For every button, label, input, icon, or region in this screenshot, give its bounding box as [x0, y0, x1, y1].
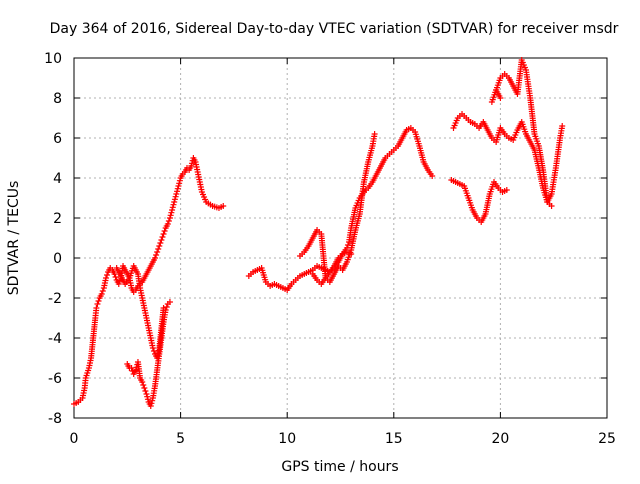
data-point — [144, 393, 151, 400]
data-point — [167, 212, 174, 219]
data-point — [169, 207, 176, 213]
data-point — [149, 397, 156, 404]
data-point — [155, 246, 162, 252]
data-point — [144, 396, 151, 403]
y-tick-label: -8 — [48, 411, 62, 427]
data-point — [497, 95, 504, 101]
y-tick-label: -6 — [48, 371, 62, 387]
x-tick-label: 20 — [491, 431, 509, 447]
data-point — [172, 193, 179, 200]
data-point — [98, 291, 105, 297]
data-point — [188, 160, 195, 167]
data-point — [102, 275, 109, 281]
data-point — [174, 188, 181, 195]
data-point — [371, 131, 378, 137]
data-point — [171, 196, 178, 203]
data-point — [147, 403, 154, 409]
y-tick-label: -2 — [48, 291, 62, 307]
data-point — [162, 307, 169, 313]
y-axis-label: SDTVAR / TECUs — [6, 181, 22, 296]
y-tick-label: 6 — [53, 131, 62, 147]
data-point — [173, 191, 180, 197]
data-point — [429, 173, 436, 179]
x-tick-label: 10 — [278, 431, 296, 447]
data-point — [165, 218, 172, 224]
data-point — [176, 177, 183, 184]
data-point — [166, 215, 173, 221]
data-point — [143, 391, 150, 397]
data-point — [168, 209, 175, 216]
x-tick-label: 5 — [176, 431, 185, 447]
data-point — [111, 271, 118, 277]
y-tick-label: 8 — [53, 91, 62, 107]
data-point — [115, 281, 122, 287]
data-point — [188, 163, 195, 169]
data-point — [503, 187, 510, 193]
data-point — [220, 203, 227, 209]
x-tick-label: 25 — [598, 431, 616, 447]
data-point — [175, 183, 182, 189]
data-point — [141, 385, 148, 391]
data-point — [139, 379, 146, 385]
axis-ticks: 0 5 10 15 20 25 -8 -6 -4 -2 0 2 4 6 8 10 — [44, 51, 616, 447]
data-point — [166, 299, 173, 305]
y-tick-label: -4 — [48, 331, 62, 347]
y-tick-label: 10 — [44, 51, 62, 67]
data-point — [559, 123, 566, 129]
data-point — [154, 249, 161, 255]
data-point — [158, 237, 165, 243]
data-point — [99, 288, 106, 294]
data-point — [140, 382, 147, 388]
data-point — [348, 251, 355, 257]
data-point — [148, 400, 155, 407]
data-point — [153, 252, 160, 258]
data-point — [156, 243, 163, 249]
y-tick-label: 2 — [53, 211, 62, 227]
data-point — [548, 203, 555, 209]
data-point — [94, 301, 101, 307]
data-point — [93, 305, 100, 311]
plot-frame — [73, 57, 608, 419]
data-point — [160, 231, 167, 237]
data-point — [171, 199, 178, 205]
data-point — [170, 201, 177, 208]
data-point — [132, 367, 139, 373]
data-point — [163, 304, 170, 310]
data-point — [95, 298, 102, 304]
data-point — [104, 272, 111, 278]
data-point — [128, 365, 135, 371]
data-point — [164, 221, 171, 227]
data-point — [157, 240, 164, 246]
y-tick-label: 4 — [53, 171, 62, 187]
y-tick-label: 0 — [53, 251, 62, 267]
chart-title: Day 364 of 2016, Sidereal Day-to-day VTE… — [50, 21, 619, 37]
data-point — [159, 234, 166, 240]
grid-lines — [74, 58, 607, 418]
x-tick-label: 15 — [385, 431, 403, 447]
data-point — [169, 204, 176, 211]
data-points — [71, 57, 566, 409]
x-tick-label: 0 — [70, 431, 79, 447]
data-point — [176, 180, 183, 187]
data-point — [152, 255, 159, 261]
x-axis-label: GPS time / hours — [281, 459, 398, 475]
data-point — [149, 345, 156, 351]
data-point — [161, 228, 168, 234]
data-point — [112, 274, 119, 280]
data-point — [174, 185, 181, 192]
data-point — [142, 388, 149, 394]
